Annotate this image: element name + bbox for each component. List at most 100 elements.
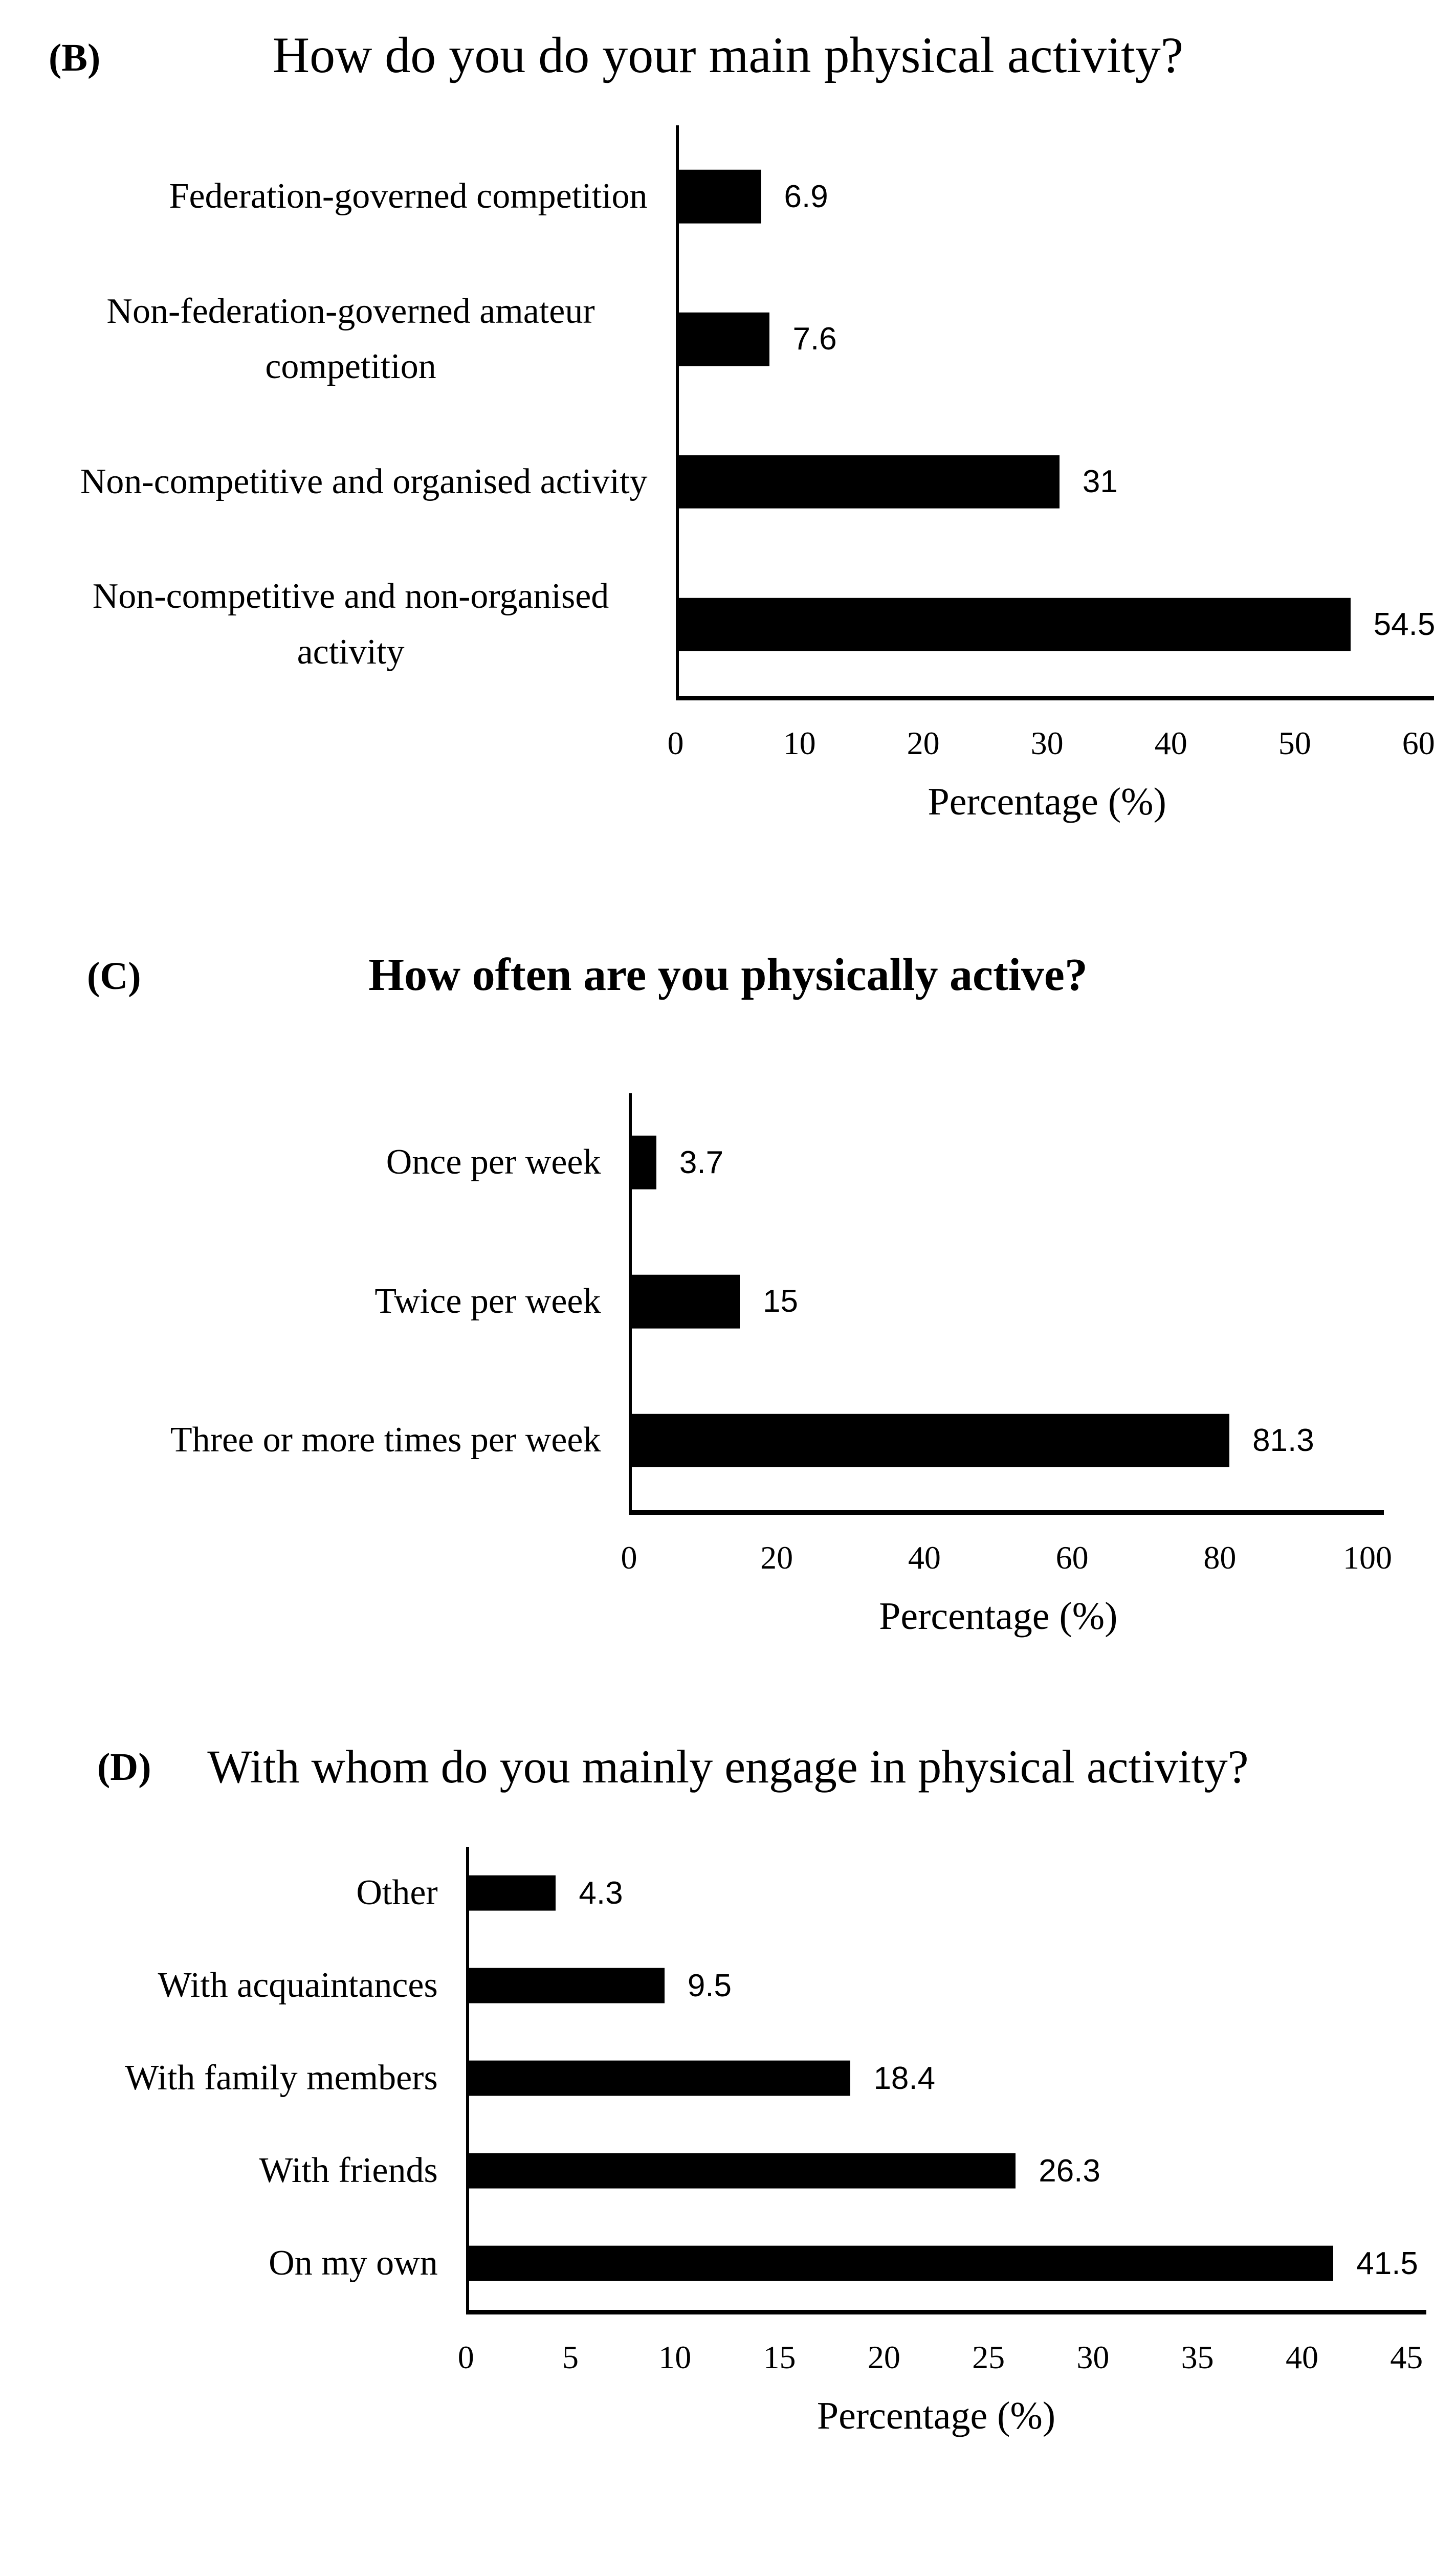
bar: 41.5	[466, 2246, 1418, 2281]
bar-value-label: 81.3	[1252, 1423, 1314, 1459]
bar-value-label: 9.5	[687, 1968, 732, 2003]
category-cell: Other	[0, 1847, 466, 1939]
bar-cell: 9.5	[466, 1939, 1456, 2032]
y-axis-line	[675, 125, 679, 696]
bar: 18.4	[466, 2061, 935, 2096]
category-label: With family members	[125, 2058, 438, 2098]
x-tick-label: 15	[763, 2339, 796, 2375]
chart-d-x-axis-label: Percentage (%)	[817, 2394, 1056, 2437]
bar: 54.5	[675, 598, 1435, 651]
category-cell: Twice per week	[0, 1232, 629, 1371]
chart-row: Once per week 3.7	[0, 1093, 1456, 1232]
category-cell: Once per week	[0, 1093, 629, 1232]
chart-row: With friends 26.3	[0, 2125, 1456, 2217]
x-tick-label: 20	[867, 2339, 900, 2375]
chart-panel-b: (B) How do you do your main physical act…	[0, 20, 1456, 826]
x-tick-label: 10	[658, 2339, 692, 2375]
category-cell: With acquaintances	[0, 1939, 466, 2032]
chart-d-x-axis-ticks: 0 5 10 15 20 25 30 35 40 45	[458, 2310, 1456, 2392]
chart-row: Federation-governed competition 6.9	[0, 125, 1456, 268]
bar: 26.3	[466, 2153, 1100, 2189]
bar: 81.3	[629, 1414, 1314, 1467]
x-tick-label: 10	[783, 725, 816, 761]
bar-value-label: 26.3	[1039, 2153, 1100, 2189]
bar-cell: 26.3	[466, 2125, 1456, 2217]
chart-c-title: How often are you physically active?	[368, 950, 1088, 1000]
y-axis-line	[466, 1846, 469, 2310]
bar-cell: 6.9	[675, 125, 1456, 268]
category-cell: Federation-governed competition	[0, 125, 676, 268]
category-label: Federation-governed competition	[169, 177, 648, 216]
chart-row: Non-competitive and non-organised activi…	[0, 553, 1456, 696]
x-tick-label: 20	[760, 1539, 793, 1576]
bar-value-label: 41.5	[1356, 2245, 1418, 2281]
bar-value-label: 6.9	[784, 179, 828, 214]
category-label: Non-competitive and non-organised activi…	[92, 577, 609, 672]
chart-d-plot-area: Other 4.3 With acquaintances 9.5 With family…	[0, 1846, 1456, 2314]
category-cell: With friends	[0, 2125, 466, 2217]
x-tick-label: 60	[1402, 725, 1435, 761]
bar-value-label: 7.6	[792, 321, 837, 357]
chart-row: With family members 18.4	[0, 2032, 1456, 2125]
x-tick-label: 20	[907, 725, 940, 761]
chart-c-x-axis-label: Percentage (%)	[879, 1594, 1118, 1638]
x-tick-label: 35	[1181, 2339, 1214, 2375]
x-tick-label: 60	[1055, 1539, 1089, 1576]
x-tick-label: 5	[562, 2339, 579, 2375]
bar-cell: 81.3	[629, 1371, 1456, 1510]
category-cell: Non-competitive and non-organised activi…	[0, 553, 676, 696]
x-axis-line	[675, 696, 1435, 700]
bar-value-label: 15	[763, 1284, 798, 1319]
category-label: Non-federation-governed amateur competit…	[106, 291, 595, 387]
chart-c-plot-area: Once per week 3.7 Twice per week 15 Three or…	[0, 1093, 1456, 1515]
category-label: Twice per week	[374, 1281, 601, 1321]
bar-cell: 15	[629, 1232, 1456, 1371]
bar: 9.5	[466, 1968, 732, 2003]
bar-value-label: 31	[1082, 464, 1118, 500]
chart-b-x-axis-ticks: 0 10 20 30 40 50 60	[668, 696, 1456, 778]
category-cell: With family members	[0, 2032, 466, 2125]
category-label: With acquaintances	[158, 1966, 438, 2005]
category-label: With friends	[259, 2151, 438, 2191]
bar-cell: 31	[675, 411, 1456, 554]
bar-value-label: 4.3	[579, 1875, 623, 1911]
chart-panel-d: (D) With whom do you mainly engage in ph…	[0, 1733, 1456, 2440]
bar: 15	[629, 1274, 798, 1329]
chart-d-title: With whom do you mainly engage in physic…	[207, 1740, 1249, 1793]
x-tick-label: 40	[908, 1539, 941, 1576]
bar-value-label: 3.7	[679, 1144, 724, 1180]
bar-cell: 3.7	[629, 1093, 1456, 1232]
panel-letter-b: (B)	[49, 36, 101, 79]
chart-row: Other 4.3	[0, 1847, 1456, 1939]
x-tick-label: 40	[1154, 725, 1187, 761]
category-label: Three or more times per week	[170, 1420, 601, 1460]
bar-cell: 4.3	[466, 1847, 1456, 1939]
chart-b-header: (B) How do you do your main physical act…	[0, 20, 1456, 90]
x-tick-label: 50	[1278, 725, 1311, 761]
x-tick-label: 100	[1343, 1539, 1393, 1576]
bar-value-label: 54.5	[1373, 607, 1436, 643]
x-tick-label: 0	[621, 1539, 637, 1576]
bar-cell: 18.4	[466, 2032, 1456, 2125]
chart-row: Three or more times per week 81.3	[0, 1371, 1456, 1510]
category-cell: Non-federation-governed amateur competit…	[0, 268, 676, 411]
chart-row: Non-competitive and organised activity 31	[0, 411, 1456, 554]
category-label: Once per week	[386, 1142, 601, 1182]
chart-b-title: How do you do your main physical activit…	[272, 27, 1184, 83]
chart-row: With acquaintances 9.5	[0, 1939, 1456, 2032]
x-tick-label: 25	[972, 2339, 1005, 2375]
bar-cell: 41.5	[466, 2217, 1456, 2310]
x-tick-label: 0	[667, 725, 684, 761]
chart-b-x-axis-label: Percentage (%)	[928, 780, 1166, 823]
x-axis-line	[629, 1510, 1384, 1515]
x-axis-line	[466, 2309, 1426, 2314]
chart-b-plot-area: Federation-governed competition 6.9 Non-fe…	[0, 125, 1456, 700]
bar-cell: 7.6	[675, 268, 1456, 411]
category-label: On my own	[269, 2243, 438, 2283]
x-tick-label: 45	[1390, 2339, 1423, 2375]
chart-row: Twice per week 15	[0, 1232, 1456, 1371]
panel-letter-d: (D)	[97, 1745, 151, 1789]
chart-c-x-axis-ticks: 0 20 40 60 80 100	[621, 1510, 1456, 1592]
bar: 3.7	[629, 1136, 723, 1189]
